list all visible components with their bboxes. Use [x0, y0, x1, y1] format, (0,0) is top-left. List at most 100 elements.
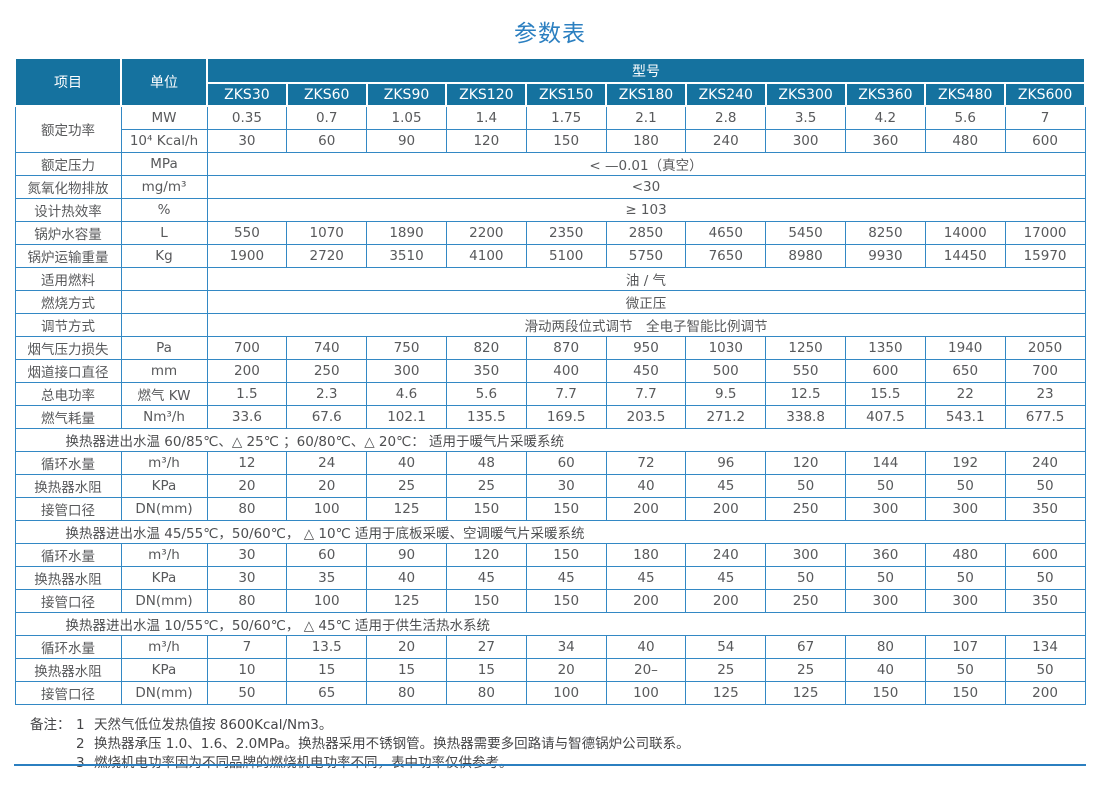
value-cell: 500 [685, 358, 767, 383]
item-label-cell: 燃烧方式 [14, 289, 122, 314]
value-cell: 50 [765, 565, 846, 590]
parameters-table: 项目 单位 型号 ZKS30 ZKS60 ZKS90 ZKS120 ZKS150 ZKS1… [14, 57, 1086, 705]
value-cell: 1.05 [366, 105, 447, 130]
value-cell: 107 [924, 634, 1006, 659]
value-cell: 7.7 [605, 381, 687, 406]
unit-cell: L [120, 220, 208, 245]
table-row: 换热器水阻 KPa 20 20 25 25 30 40 45 50 50 50 50 [14, 473, 1086, 498]
value-cell: 125 [366, 496, 447, 521]
value-cell: 17000 [1004, 220, 1086, 245]
value-cell: 20 [525, 657, 607, 682]
value-cell: 350 [1004, 588, 1086, 613]
value-cell: 125 [685, 680, 767, 705]
value-cell: 30 [206, 565, 288, 590]
table-row: 接管口径 DN(mm) 80 100 125 150 150 200 200 250 300 300 3… [14, 588, 1086, 613]
value-cell: 45 [525, 565, 607, 590]
value-cell: 4.6 [366, 381, 447, 406]
table-row: 烟道接口直径 mm 200 250 300 350 400 450 500 550 600 650 70… [14, 358, 1086, 383]
page-title: 参数表 [514, 21, 586, 47]
value-cell: 700 [1004, 358, 1086, 383]
value-cell: 8250 [845, 220, 926, 245]
value-cell: 23 [1004, 381, 1086, 406]
note-text: 天然气低位发热值按 8600Kcal/Nm3。 [94, 716, 333, 733]
table-row: 烟气压力损失 Pa 700 740 750 820 870 950 1030 1250 1350 19… [14, 335, 1086, 360]
value-cell: 20 [366, 634, 447, 659]
value-cell: 750 [366, 335, 447, 360]
section-header-row: 换热器进出水温 10/55℃，50/60℃， △ 45℃ 适用于供生活热水系统 [14, 611, 1086, 636]
value-cell: 3.5 [765, 105, 846, 130]
unit-cell: Nm³/h [120, 404, 208, 429]
section-header-row: 换热器进出水温 60/85℃、△ 25℃ ；60/80℃、△ 20℃： 适用于暖… [14, 427, 1086, 452]
value-cell: 240 [685, 542, 767, 567]
value-cell: 820 [445, 335, 527, 360]
table-row: 总电功率 燃气 KW 1.5 2.3 4.6 5.6 7.7 7.7 9.5 12.5 15.5 22… [14, 381, 1086, 406]
value-cell: 15.5 [845, 381, 926, 406]
value-cell: 30 [206, 542, 288, 567]
value-cell: 480 [924, 542, 1006, 567]
value-cell: 12.5 [765, 381, 846, 406]
table-row: 循环水量 m³/h 7 13.5 20 27 34 40 54 67 80 107 134 [14, 634, 1086, 659]
value-cell: 300 [366, 358, 447, 383]
value-cell: 200 [685, 588, 767, 613]
value-cell: 3510 [366, 243, 447, 268]
value-cell: 300 [765, 542, 846, 567]
value-cell: 125 [366, 588, 447, 613]
value-cell: 700 [206, 335, 288, 360]
value-cell: 200 [605, 496, 687, 521]
value-cell: 870 [525, 335, 607, 360]
value-cell: 40 [366, 565, 447, 590]
value-cell: 4100 [445, 243, 527, 268]
value-cell: 120 [765, 450, 846, 475]
value-cell: 300 [845, 496, 926, 521]
value-cell: 50 [1004, 657, 1086, 682]
value-cell: 2050 [1004, 335, 1086, 360]
value-cell: 200 [206, 358, 288, 383]
value-cell: 1940 [924, 335, 1006, 360]
unit-cell: KPa [120, 473, 208, 498]
value-cell: 480 [924, 128, 1006, 153]
value-cell: 5.6 [924, 105, 1006, 130]
value-cell: 5100 [525, 243, 607, 268]
spanned-value-cell: <30 [206, 174, 1086, 199]
header-row-top: 项目 单位 型号 [14, 57, 1086, 107]
value-cell: 80 [206, 496, 288, 521]
item-label-cell: 锅炉运输重量 [14, 243, 122, 268]
value-cell: 2.1 [605, 105, 687, 130]
value-cell: 7650 [685, 243, 767, 268]
value-cell: 2.3 [286, 381, 368, 406]
item-label-cell: 烟道接口直径 [14, 358, 122, 383]
unit-cell: Kg [120, 243, 208, 268]
value-cell: 90 [366, 128, 447, 153]
model-column-header: ZKS600 [1004, 82, 1086, 107]
value-cell: 543.1 [924, 404, 1006, 429]
header-row-models: ZKS30 ZKS60 ZKS90 ZKS120 ZKS150 ZKS180 ZKS240 Z… [15, 82, 1086, 107]
value-cell: 192 [924, 450, 1006, 475]
table-row: 锅炉运输重量 Kg 1900 2720 3510 4100 5100 5750 7650 8980… [14, 243, 1086, 268]
value-cell: 60 [525, 450, 607, 475]
value-cell: 15 [366, 657, 447, 682]
note-number: 3 [76, 754, 85, 771]
value-cell: 67.6 [286, 404, 368, 429]
value-cell: 40 [605, 473, 687, 498]
value-cell: 200 [605, 588, 687, 613]
value-cell: 150 [525, 128, 607, 153]
table-row: 换热器水阻 KPa 10 15 15 15 20 20– 25 25 40 50 50 [14, 657, 1086, 682]
value-cell: 150 [924, 680, 1006, 705]
value-cell: 100 [605, 680, 687, 705]
value-cell: 600 [1004, 542, 1086, 567]
table-row: 10⁴ Kcal/h 30 60 90 120 150 180 240 300 360 480 600 [15, 128, 1086, 153]
value-cell: 80 [366, 680, 447, 705]
value-cell: 102.1 [366, 404, 447, 429]
table-header: 项目 单位 型号 ZKS30 ZKS60 ZKS90 ZKS120 ZKS150 ZKS1… [14, 57, 1086, 107]
value-cell: 27 [445, 634, 527, 659]
unit-cell: Pa [120, 335, 208, 360]
value-cell: 50 [845, 473, 926, 498]
item-label-cell: 燃气耗量 [14, 404, 122, 429]
value-cell: 80 [206, 588, 288, 613]
note-text: 换热器承压 1.0、1.6、2.0MPa。换热器采用不锈钢管。换热器需要多回路请… [94, 735, 690, 752]
value-cell: 7 [1004, 105, 1086, 130]
value-cell: 677.5 [1004, 404, 1086, 429]
value-cell: 150 [445, 496, 527, 521]
value-cell: 15970 [1004, 243, 1086, 268]
table-row: 循环水量 m³/h 12 24 40 48 60 72 96 120 144 192 240 [14, 450, 1086, 475]
